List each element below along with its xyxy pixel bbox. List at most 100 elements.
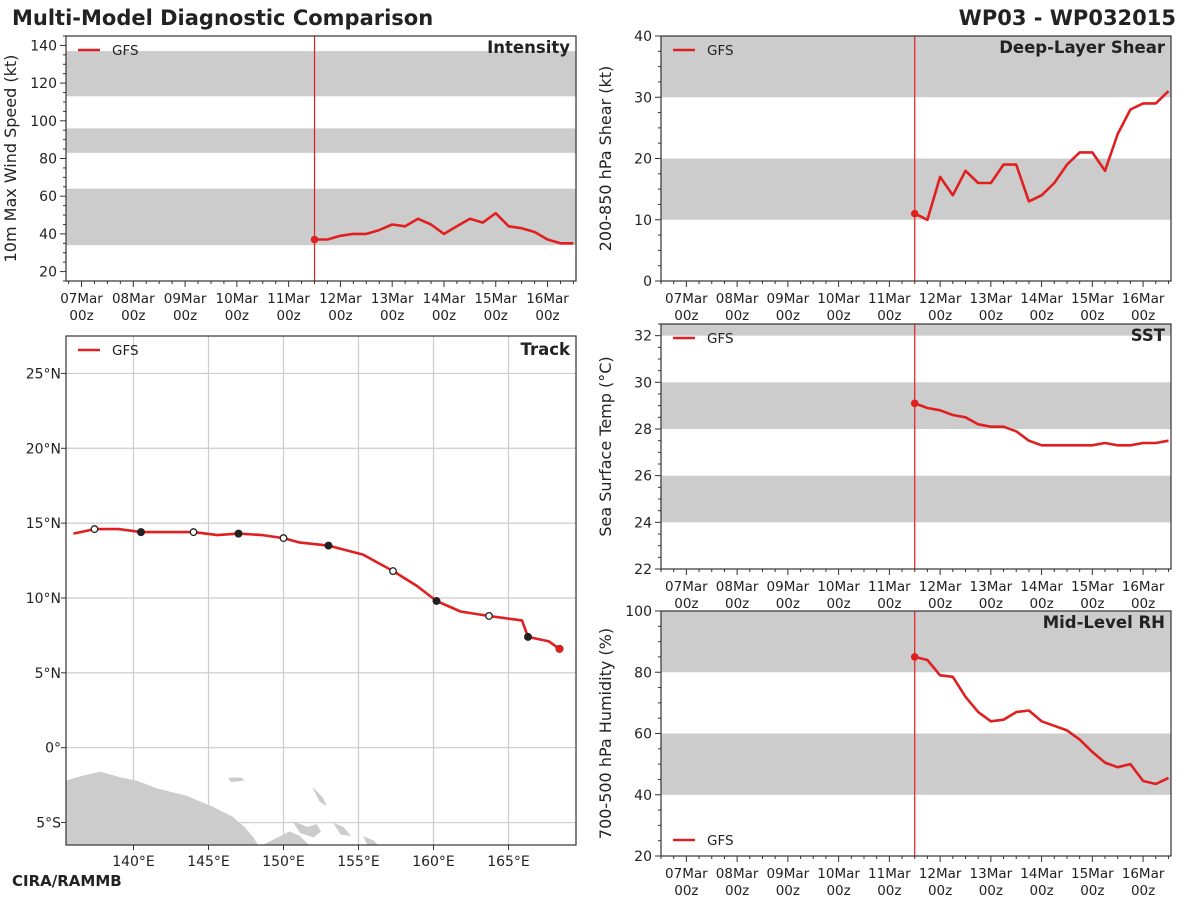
plot-frame [660,323,1172,570]
y-tick-label: 20 [634,849,652,865]
x-tick-label: 14Mar 00z [1020,291,1063,324]
x-tick-label: 160°E [412,854,455,870]
y-tick-label: 10°N [26,591,61,607]
x-tick-label: 09Mar 00z [767,579,810,612]
track-marker-filled [524,632,532,641]
legend-label: GFS [707,43,734,59]
track-marker-open [389,567,397,575]
band-0 [661,158,1171,220]
series-start-point [910,653,919,661]
x-tick-label: 14Mar 00z [1020,866,1063,899]
y-tick-label: 20°N [26,441,61,457]
y-tick-label: 30 [634,90,652,106]
y-tick-label: 40 [634,788,652,804]
track-marker-open [279,534,288,543]
y-tick-label: 100 [625,604,652,620]
x-tick-label: 12Mar 00z [919,291,962,324]
x-tick-label: 11Mar 00z [868,579,911,612]
y-tick-label: 20 [39,265,57,281]
x-tick-label: 10Mar 00z [817,579,860,612]
x-tick-label: 10Mar 00z [817,291,860,324]
y-tick-label: 80 [634,665,652,681]
y-tick-label: 80 [39,152,57,168]
y-tick-label: 25°N [26,366,61,382]
x-tick-label: 145°E [187,854,230,870]
x-tick-label: 15Mar 00z [474,291,517,324]
y-tick-label: 60 [634,727,652,743]
x-tick-label: 08Mar 00z [716,579,759,612]
page-title: Multi-Model Diagnostic Comparison [12,6,434,30]
x-tick-label: 10Mar 00z [216,291,259,324]
x-tick-label: 09Mar 00z [767,866,810,899]
track-marker-open [189,528,198,537]
land-1 [262,831,309,845]
x-tick-label: 08Mar 00z [716,866,759,899]
series-start-point [910,209,919,218]
legend-label: GFS [112,343,139,359]
x-tick-label: 14Mar 00z [423,291,466,324]
chart-title: SST [1131,326,1166,345]
land-6 [363,836,378,845]
land-5 [228,777,245,783]
credit-label: CIRA/RAMMB [12,872,122,890]
band-0 [661,733,1171,795]
chart-intensity: 20 40 60 80 100 120 140 07Mar 00z 08Mar 00z 09Mar 00… [1,35,577,324]
x-tick-label: 10Mar 00z [817,866,860,899]
plot-frame [660,35,1172,282]
track-marker-filled [324,541,333,550]
x-tick-label: 11Mar 00z [267,291,310,324]
x-tick-label: 15Mar 00z [1071,291,1114,324]
y-tick-label: 140 [30,38,57,54]
y-tick-label: 22 [634,562,652,578]
land-3 [333,822,351,836]
x-tick-label: 08Mar 00z [112,291,155,324]
chart-title: Intensity [487,38,570,57]
track-marker-filled [234,529,243,538]
x-tick-label: 09Mar 00z [767,291,810,324]
legend-label: GFS [707,331,734,347]
x-tick-label: 165°E [487,854,530,870]
track-line-gfs [73,527,561,650]
x-tick-label: 11Mar 00z [868,291,911,324]
x-tick-label: 07Mar 00z [665,579,708,612]
y-axis-label: 700-500 hPa Humidity (%) [596,628,615,839]
series-start-point [310,235,319,244]
land-0 [66,771,258,845]
y-tick-label: 28 [634,422,652,438]
x-tick-label: 14Mar 00z [1020,579,1063,612]
storm-id: WP03 - WP032015 [958,6,1176,30]
land-masses [66,771,378,845]
track-start-point [555,645,564,653]
plot-frame [660,610,1172,857]
x-tick-label: 07Mar 00z [60,291,103,324]
x-tick-label: 13Mar 00z [371,291,414,324]
plot-frame [65,35,577,282]
x-tick-label: 16Mar 00z [1122,866,1165,899]
y-tick-label: 0° [45,741,61,757]
x-tick-label: 08Mar 00z [716,291,759,324]
y-tick-label: 30 [634,375,652,391]
y-tick-label: 100 [30,114,57,130]
y-tick-label: 40 [634,29,652,45]
band-2 [66,51,576,97]
legend-label: GFS [707,833,734,849]
y-tick-label: 24 [634,515,652,531]
legend-label: GFS [112,43,139,59]
x-tick-label: 13Mar 00z [970,579,1013,612]
band-2 [661,324,1171,336]
x-tick-label: 12Mar 00z [919,579,962,612]
x-tick-label: 16Mar 00z [526,291,569,324]
series-line-gfs [914,90,1170,222]
x-tick-label: 12Mar 00z [319,291,362,324]
band-1 [661,36,1171,98]
y-tick-label: 0 [643,274,652,290]
x-tick-label: 07Mar 00z [665,866,708,899]
track-marker-filled [432,596,441,605]
x-tick-label: 15Mar 00z [1071,866,1114,899]
y-tick-label: 32 [634,329,652,345]
x-tick-label: 16Mar 00z [1122,579,1165,612]
y-tick-label: 5°S [36,816,61,832]
